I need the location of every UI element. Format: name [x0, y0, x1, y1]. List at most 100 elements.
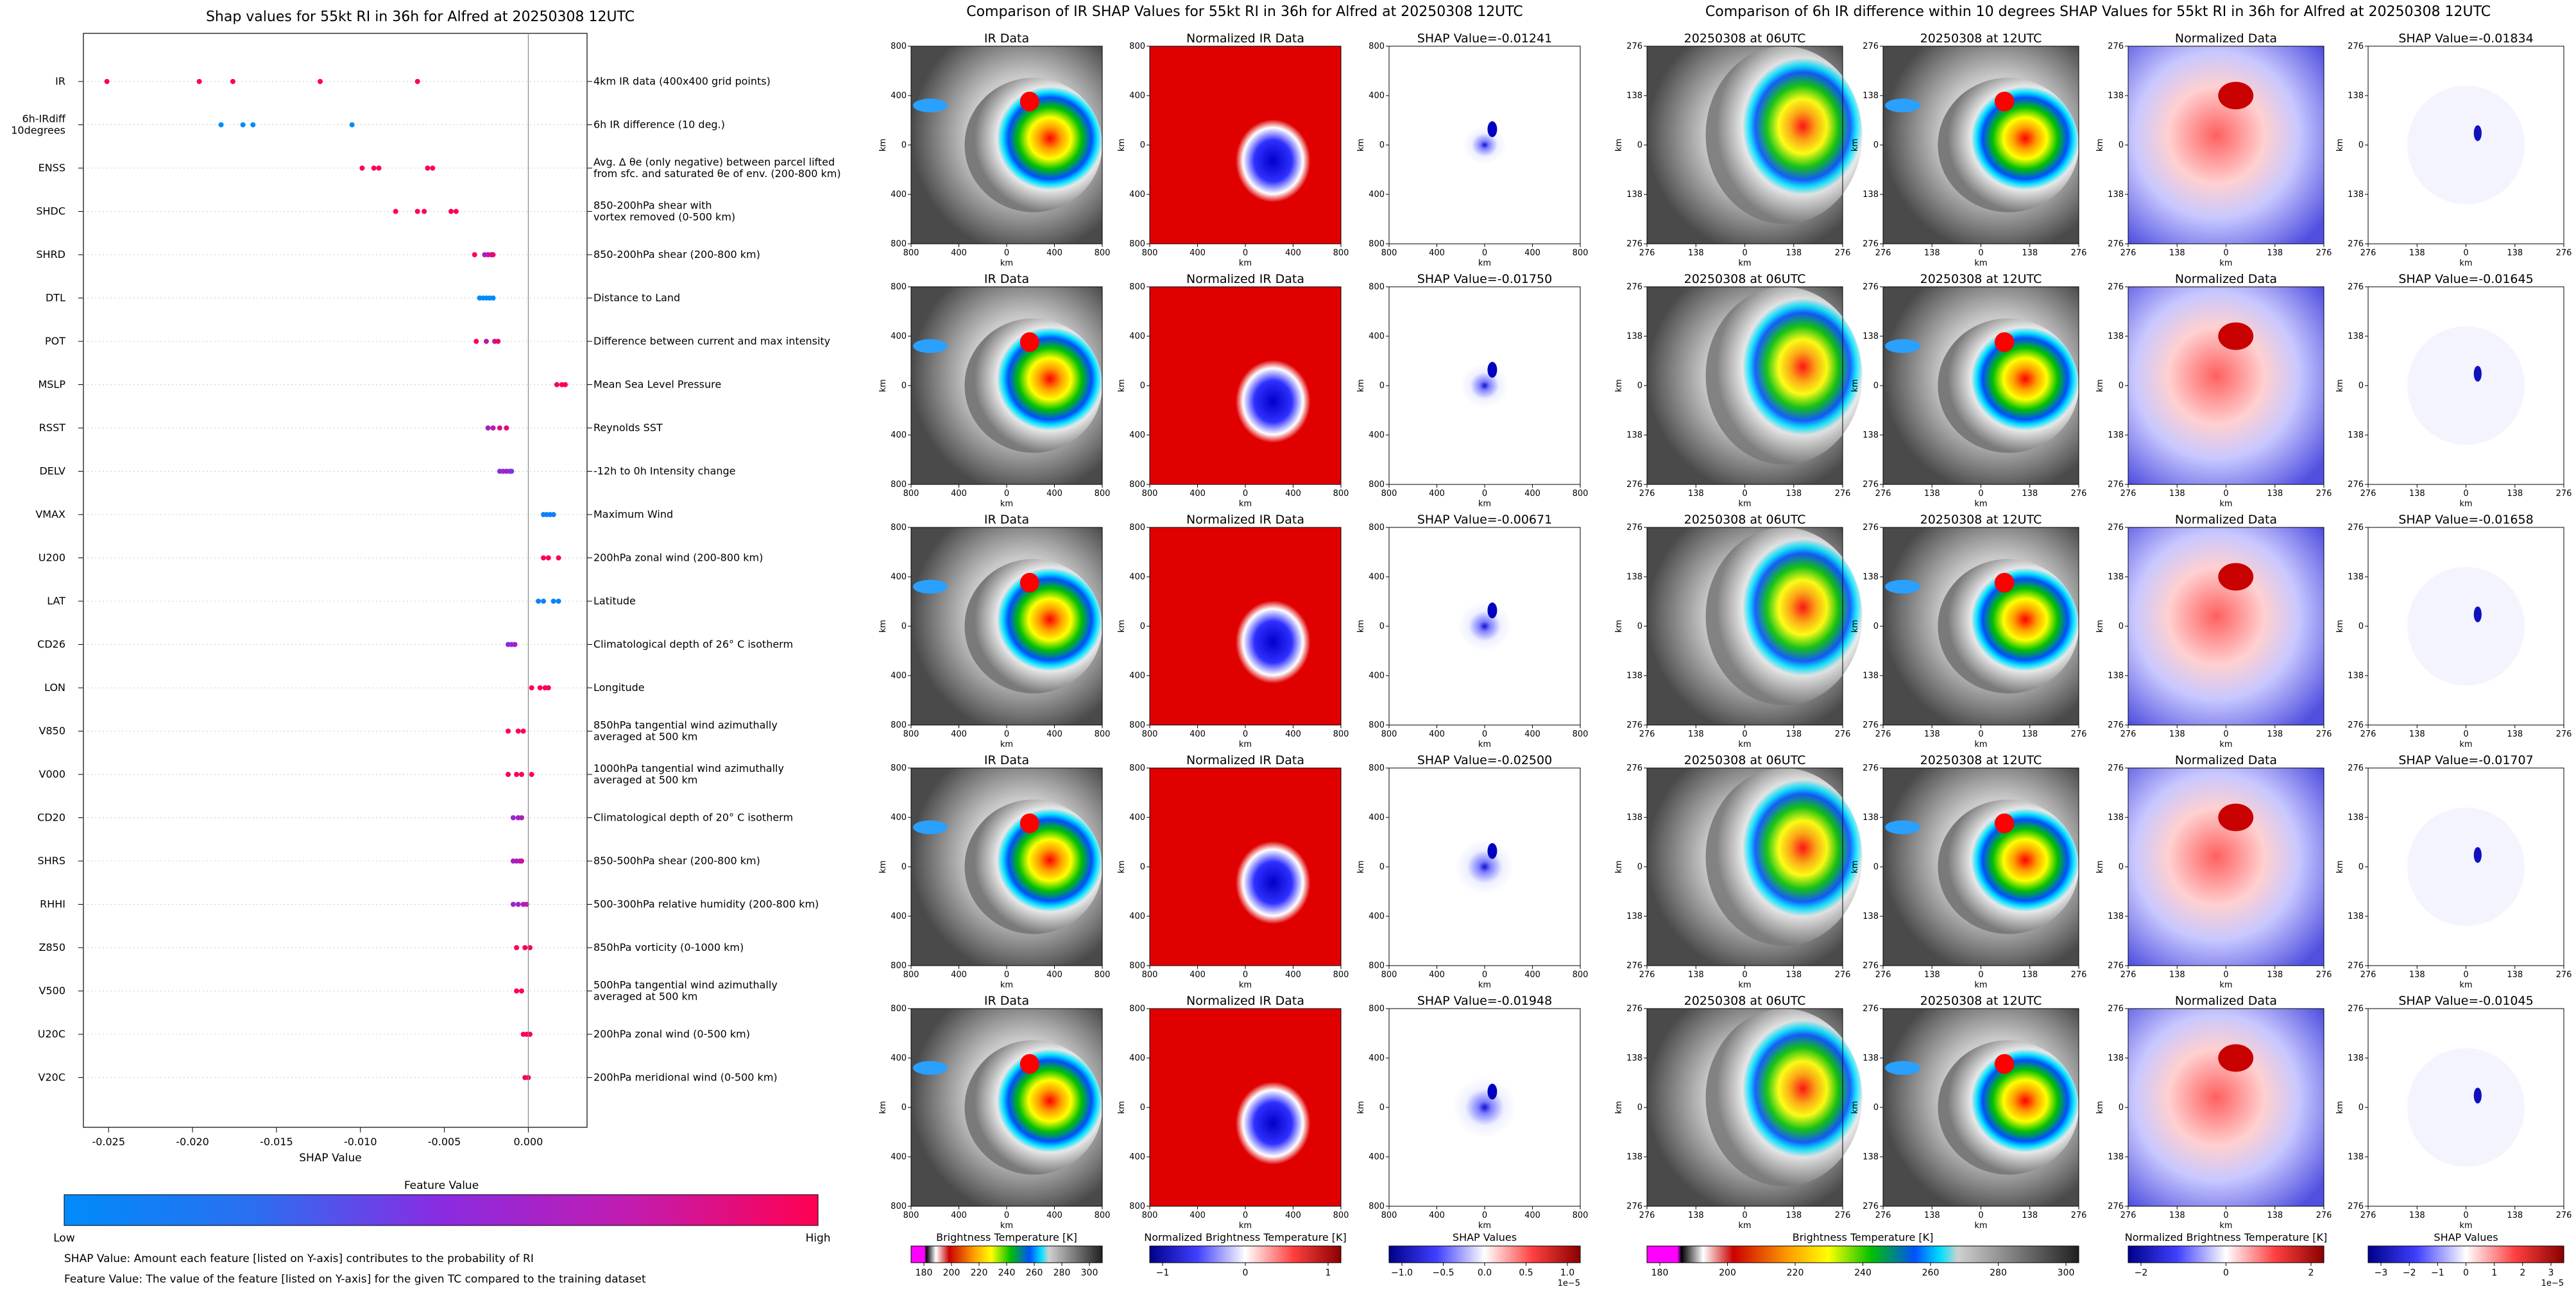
y-tick-label: 0 — [901, 862, 907, 872]
y-tick-label: 400 — [1369, 1152, 1385, 1162]
y-tick-label: 0 — [2119, 622, 2124, 631]
ir-comparison-title: Comparison of IR SHAP Values for 55kt RI… — [966, 4, 1523, 20]
y-axis-label: km — [1117, 620, 1127, 633]
feature-description-label: 200hPa zonal wind (200-800 km) — [593, 552, 763, 564]
y-tick-label: 276 — [2348, 480, 2364, 490]
feature-name-label: POT — [45, 335, 65, 347]
normalized-storm — [1211, 96, 1318, 214]
feature-description-label: 850hPa vorticity (0-1000 km) — [593, 941, 744, 953]
x-tick-label: 276 — [1875, 970, 1891, 980]
x-tick-label: 0 — [1243, 248, 1248, 258]
shap-core — [1487, 843, 1497, 859]
colorbar-tick-label: 0 — [2223, 1268, 2229, 1278]
y-tick-label: 400 — [891, 431, 907, 440]
y-tick-label: 400 — [1129, 431, 1145, 440]
normalized-diff-core — [2218, 81, 2254, 110]
x-axis-label: km — [1478, 499, 1491, 509]
shap-point — [529, 772, 534, 777]
y-tick-label: 800 — [891, 480, 907, 490]
feature-description-label: 200hPa meridional wind (0-500 km) — [593, 1071, 778, 1084]
x-tick-label: 400 — [951, 730, 967, 739]
y-axis-label: km — [878, 139, 888, 151]
y-axis-label: km — [1356, 860, 1366, 873]
x-axis-label: km — [1478, 980, 1491, 990]
x-tick-label: 400 — [1524, 1211, 1540, 1220]
shap-field — [1442, 827, 1527, 907]
x-tick-label: 400 — [1524, 970, 1540, 980]
colorbar-tick-label: 0 — [2463, 1268, 2469, 1278]
feature-description-label: -12h to 0h Intensity change — [593, 465, 736, 477]
x-tick-label: -0.005 — [428, 1136, 461, 1148]
y-tick-label: 138 — [1626, 332, 1642, 341]
shap-point — [563, 382, 568, 388]
y-tick-label: 276 — [2108, 480, 2124, 490]
y-tick-label: 276 — [1626, 239, 1642, 249]
x-tick-label: 400 — [1429, 970, 1445, 980]
y-tick-label: 0 — [1873, 381, 1879, 391]
y-tick-label: 400 — [1129, 190, 1145, 200]
y-tick-label: 0 — [2358, 381, 2364, 391]
x-tick-label: 0 — [1742, 970, 1747, 980]
ir-normalized-colorbar — [1149, 1245, 1342, 1263]
x-tick-label: 138 — [2169, 730, 2185, 739]
y-tick-label: 138 — [2108, 572, 2124, 582]
x-tick-label: 400 — [1285, 489, 1301, 499]
x-tick-label: 138 — [1924, 970, 1940, 980]
x-tick-label: 138 — [2507, 970, 2523, 980]
shap-field — [1446, 590, 1523, 662]
x-tick-label: 800 — [1095, 1211, 1111, 1220]
y-tick-label: 276 — [1626, 764, 1642, 773]
shap-value-title: SHAP Value=-0.01645 — [2398, 272, 2533, 286]
colorbar-tick-label: −3 — [2375, 1268, 2388, 1278]
ir-diff-comparison-panel: Comparison of 6h IR difference within 10… — [1614, 4, 2572, 1288]
y-axis-label: km — [1356, 139, 1366, 151]
normalized-diff-core — [2218, 1044, 2254, 1072]
cold-cloud-patch — [912, 339, 948, 354]
y-tick-label: 800 — [1369, 239, 1385, 249]
y-tick-label: 276 — [2108, 282, 2124, 292]
y-tick-label: 276 — [1863, 282, 1879, 292]
x-tick-label: 138 — [1786, 730, 1802, 739]
shap-plot-frame — [83, 33, 588, 1128]
y-tick-label: 276 — [2108, 1004, 2124, 1014]
x-tick-label: 138 — [1924, 248, 1940, 258]
x-tick-label: 276 — [1639, 730, 1655, 739]
ir-brightness-colorbar-label: Brightness Temperature [K] — [936, 1231, 1077, 1243]
storm-cloud — [1705, 46, 1863, 225]
shap-point — [484, 339, 489, 344]
shap-point — [506, 728, 511, 734]
normalized-ir-data-title: Normalized IR Data — [1186, 513, 1304, 527]
feature-description-label: Avg. Δ θe (only negative) between parcel… — [593, 156, 841, 180]
shap-point — [550, 599, 556, 604]
shap-point — [422, 209, 427, 214]
normalized-data-title: Normalized Data — [2175, 513, 2277, 527]
shap-point — [545, 555, 551, 561]
normalized-ir-data-title: Normalized IR Data — [1186, 272, 1304, 286]
x-tick-label: 138 — [2507, 1211, 2523, 1220]
y-tick-label: 0 — [1140, 622, 1145, 631]
y-tick-label: 276 — [1626, 961, 1642, 971]
x-tick-label: 138 — [2507, 248, 2523, 258]
y-tick-label: 138 — [1626, 671, 1642, 681]
x-tick-label: 138 — [2022, 489, 2038, 499]
cold-cloud-patch — [912, 820, 948, 835]
shap-point — [554, 382, 559, 388]
y-tick-label: 276 — [1863, 764, 1879, 773]
x-axis-label: km — [1738, 259, 1751, 268]
x-tick-label: 0 — [2463, 248, 2468, 258]
y-tick-label: 0 — [2119, 1103, 2124, 1113]
y-tick-label: 800 — [1369, 721, 1385, 730]
x-tick-label: 138 — [1688, 970, 1704, 980]
y-tick-label: 400 — [1369, 671, 1385, 681]
colorbar-tick-label: 240 — [998, 1268, 1016, 1278]
y-tick-label: 0 — [1637, 622, 1642, 631]
shap-point — [472, 252, 477, 257]
x-tick-label: 276 — [2316, 1211, 2332, 1220]
x-tick-label: 276 — [1639, 489, 1655, 499]
y-axis-label: km — [2335, 860, 2345, 873]
normalized-ir-data-title: Normalized IR Data — [1186, 753, 1304, 767]
y-tick-label: 138 — [1863, 91, 1879, 101]
y-tick-label: 276 — [2108, 239, 2124, 249]
x-tick-label: 138 — [1688, 730, 1704, 739]
x-tick-label: 138 — [1924, 1211, 1940, 1220]
